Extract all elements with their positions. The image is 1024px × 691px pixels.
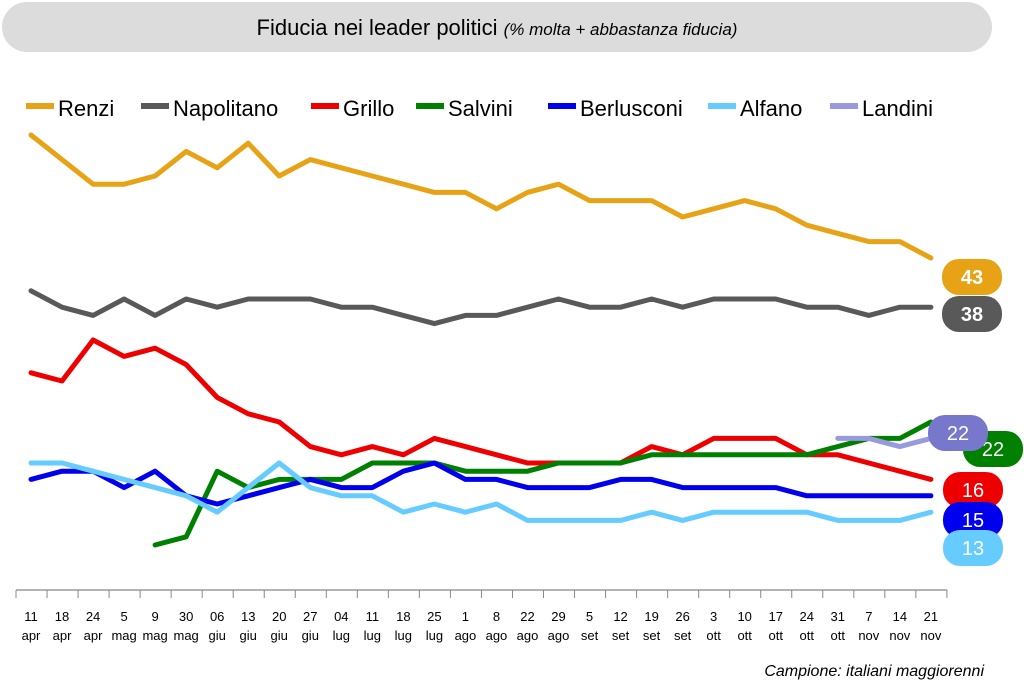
title-bar: Fiducia nei leader politici (% molta + a… [2,2,992,52]
x-tick-label-day: 18 [55,609,69,624]
x-tick-label-day: 24 [800,609,814,624]
legend-label-renzi: Renzi [58,96,114,121]
end-label-value-napolitano: 38 [961,304,983,326]
x-tick-label-month: set [581,628,599,643]
x-tick-label-day: 5 [586,609,593,624]
legend-label-napolitano: Napolitano [173,96,278,121]
series-line-landini [835,435,934,450]
x-tick-label-day: 12 [613,609,627,624]
x-tick-label-day: 18 [396,609,410,624]
legend-label-berlusconi: Berlusconi [580,96,683,121]
x-tick-label-day: 11 [366,609,380,624]
x-tick-label-month: nov [920,628,941,643]
end-label-value-grillo: 16 [962,480,984,502]
x-tick-label-day: 30 [179,609,193,624]
x-tick-label-month: ott [737,628,752,643]
x-tick-label-month: set [643,628,661,643]
x-tick-label-month: giu [240,628,257,643]
legend-label-salvini: Salvini [448,96,513,121]
chart-title: Fiducia nei leader politici (% molta + a… [2,2,992,52]
x-tick-label-month: giu [302,628,319,643]
x-tick-label-day: 7 [865,609,872,624]
x-tick-label-day: 24 [86,609,100,624]
x-tick-label-month: giu [209,628,226,643]
x-tick-label-month: apr [84,628,103,643]
legend: Renzi Napolitano Grillo Salvini Berlusconi Al… [26,96,933,121]
x-tick-label-month: ago [548,628,570,643]
end-label-badge-renzi [942,259,1002,295]
series-line-napolitano [28,288,934,327]
x-tick-label-month: ott [706,628,721,643]
x-tick-label-day: 14 [893,609,907,624]
x-tick-label-month: apr [53,628,72,643]
x-tick-label-month: ago [517,628,539,643]
end-label-badge-alfano [943,530,1003,566]
series-lines [28,132,934,548]
x-tick-label-day: 29 [551,609,565,624]
x-tick-label-month: apr [22,628,41,643]
x-tick-label-day: 17 [768,609,782,624]
series-line-salvini [152,419,934,548]
x-tick-label-month: ott [768,628,783,643]
x-tick-label-day: 3 [710,609,717,624]
chart-title-main: Fiducia nei leader politici [256,15,498,40]
end-label-value-alfano: 13 [962,538,984,560]
footnote: Campione: italiani maggiorenni [764,663,984,680]
series-line-alfano [28,460,934,523]
x-tick-label-day: 10 [737,609,751,624]
x-tick-label-month: lug [333,628,350,643]
x-tick-label-month: lug [426,628,443,643]
x-tick-label-month: set [612,628,630,643]
series-line-berlusconi [28,460,934,507]
x-tick-label-month: ott [800,628,815,643]
x-tick-label-day: 25 [427,609,441,624]
series-line-renzi [28,132,934,261]
end-label-value-salvini: 22 [982,439,1004,461]
x-tick-label-month: ago [486,628,508,643]
x-tick-label-month: lug [395,628,412,643]
x-tick-label-day: 5 [120,609,127,624]
x-tick-label-month: ago [455,628,477,643]
legend-label-landini: Landini [862,96,933,121]
x-tick-label-day: 26 [675,609,689,624]
x-tick-label-month: giu [271,628,288,643]
x-tick-label-month: nov [889,628,910,643]
x-tick-label-month: mag [174,628,199,643]
end-label-badge-landini [928,415,988,451]
x-tick-label-day: 11 [24,609,38,624]
x-tick-label-month: nov [858,628,879,643]
x-tick-label-day: 9 [152,609,159,624]
end-label-badge-berlusconi [943,502,1003,538]
series-line-grillo [28,337,934,482]
legend-label-grillo: Grillo [343,96,394,121]
x-tick-label-day: 1 [462,609,469,624]
end-label-badge-napolitano [942,296,1002,332]
end-label-value-landini: 22 [947,423,969,445]
end-label-value-berlusconi: 15 [962,510,984,532]
x-tick-label-month: mag [142,628,167,643]
x-tick-label-day: 19 [644,609,658,624]
x-tick-label-day: 21 [924,609,938,624]
end-label-value-renzi: 43 [961,267,983,289]
x-tick-label-day: 13 [241,609,255,624]
x-tick-label-day: 31 [831,609,845,624]
x-tick-label-day: 06 [210,609,224,624]
end-value-labels: 43 38 16 22 15 13 22 [928,259,1023,566]
x-tick-label-day: 04 [334,609,348,624]
legend-label-alfano: Alfano [740,96,802,121]
x-tick-label-day: 20 [272,609,286,624]
x-tick-label-month: set [674,628,692,643]
x-axis: 11apr18apr24apr5mag9mag30mag06giu13giu20… [15,589,948,643]
x-tick-label-day: 8 [493,609,500,624]
x-tick-label-day: 22 [520,609,534,624]
end-label-badge-grillo [943,472,1003,508]
x-tick-label-month: lug [364,628,381,643]
x-tick-label-month: ott [831,628,846,643]
x-tick-label-month: mag [111,628,136,643]
chart-subtitle: (% molta + abbastanza fiducia) [503,20,738,39]
x-tick-label-day: 27 [303,609,317,624]
